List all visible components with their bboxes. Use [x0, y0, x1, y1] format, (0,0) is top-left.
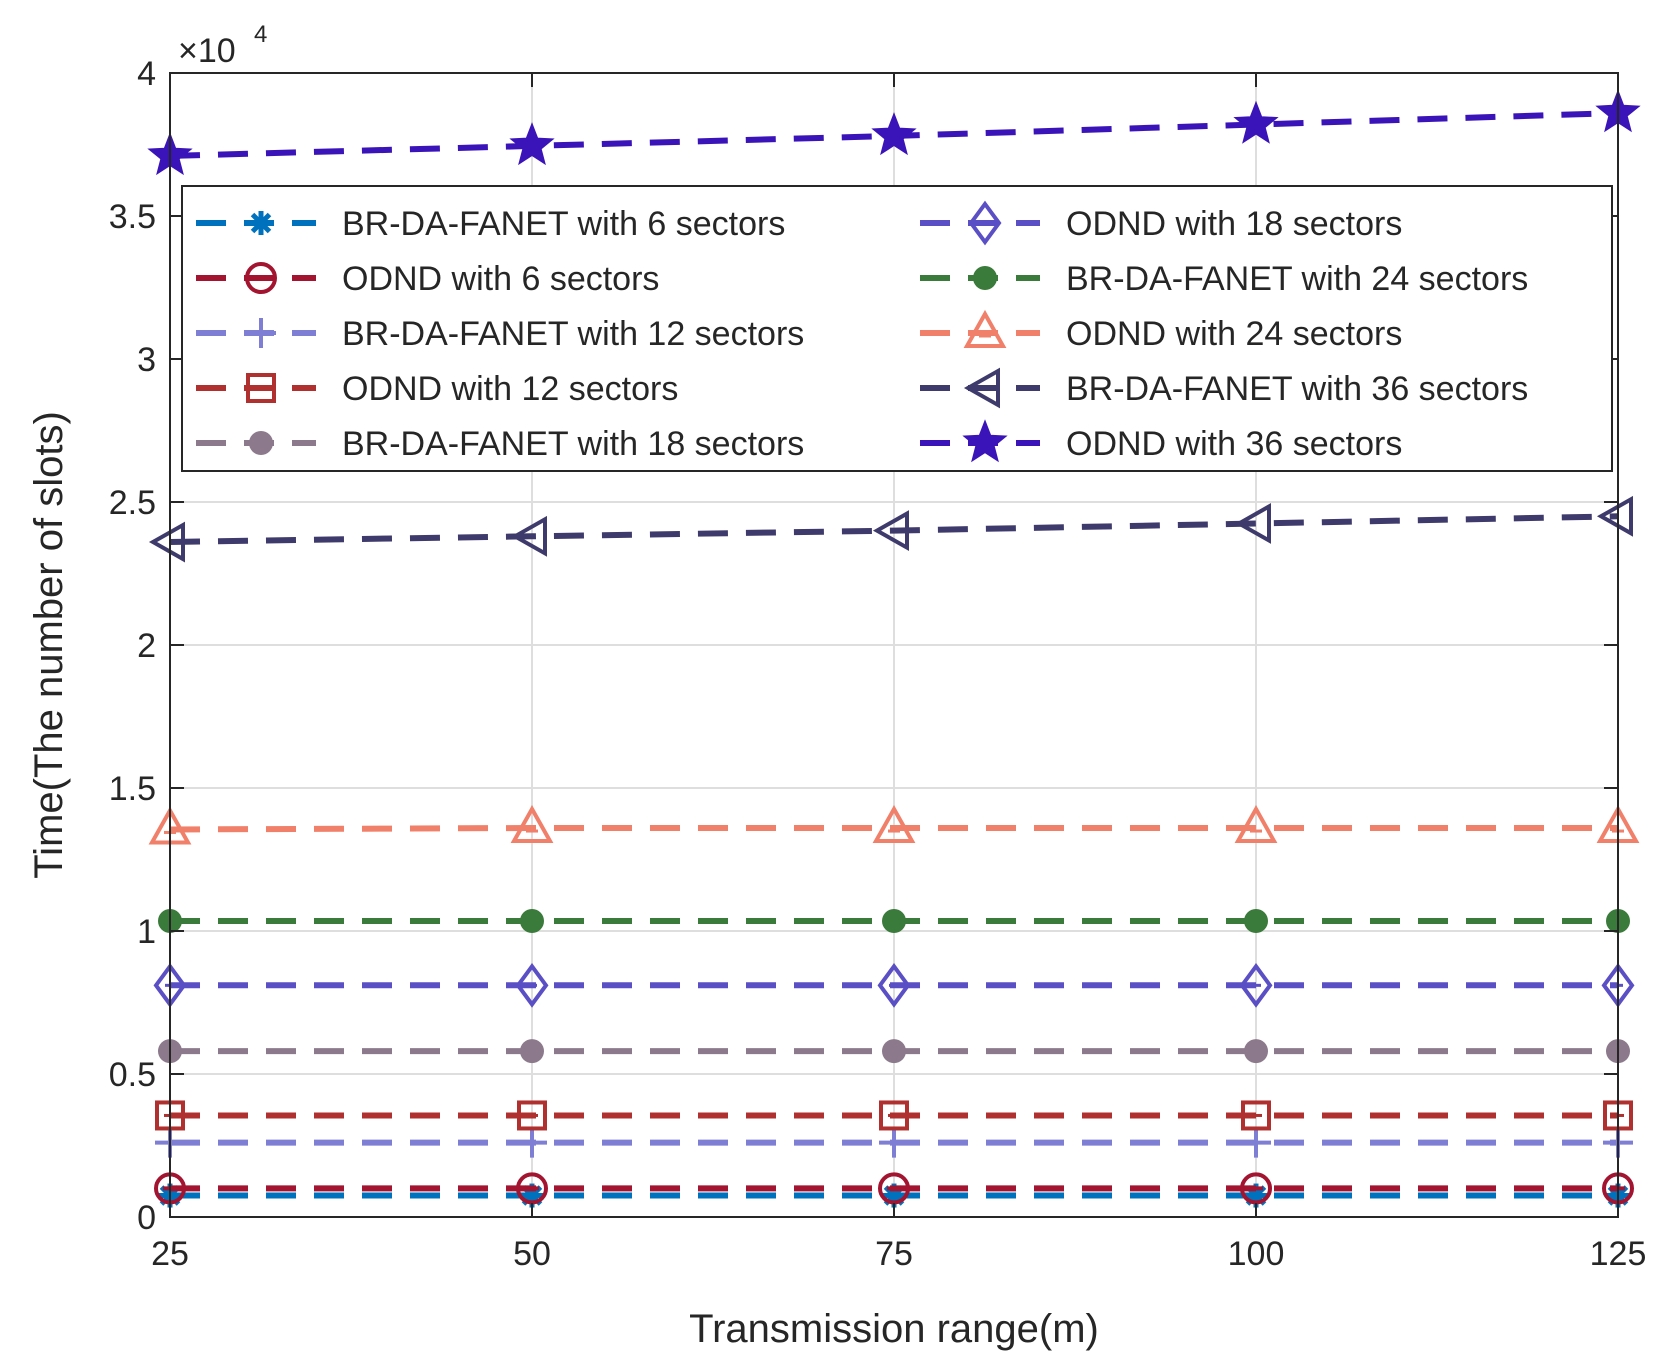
- data-point: [1234, 503, 1271, 544]
- data-point: [520, 1039, 544, 1064]
- legend-label: BR-DA-FANET with 6 sectors: [342, 205, 785, 243]
- legend-label: ODND with 18 sectors: [1066, 205, 1402, 243]
- legend-entry: BR-DA-FANET with 6 sectors: [196, 205, 785, 243]
- x-tick-label: 50: [513, 1235, 551, 1273]
- y-tick-label: 4: [137, 55, 156, 93]
- plot-series: [147, 89, 1641, 1208]
- y-tick-label: 1: [137, 913, 156, 951]
- legend-marker: [963, 367, 1000, 409]
- data-point: [148, 521, 185, 563]
- legend-entry: BR-DA-FANET with 12 sectors: [196, 315, 804, 353]
- series-5: [153, 962, 1635, 1008]
- legend-marker: [962, 419, 1008, 463]
- data-point: [1233, 100, 1279, 144]
- y-tick-label: 0: [137, 1199, 156, 1237]
- series-4: [158, 1039, 1630, 1064]
- data-point: [872, 510, 909, 552]
- legend-entry: BR-DA-FANET with 18 sectors: [196, 425, 804, 463]
- legend-label: BR-DA-FANET with 12 sectors: [342, 315, 804, 353]
- legend-marker: [963, 309, 1007, 348]
- y-tick-label: 0.5: [109, 1056, 156, 1094]
- legend-entry: ODND with 12 sectors: [196, 370, 678, 408]
- y-multiplier-exponent: 4: [254, 21, 267, 48]
- legend-entry: ODND with 24 sectors: [920, 309, 1402, 353]
- y-multiplier: ×10 4: [178, 21, 267, 70]
- legend-entry: BR-DA-FANET with 36 sectors: [920, 367, 1528, 409]
- legend-entry: ODND with 18 sectors: [920, 200, 1402, 246]
- data-point: [879, 1127, 909, 1158]
- legend-label: ODND with 12 sectors: [342, 370, 678, 408]
- data-point: [1244, 908, 1268, 933]
- series-line: [169, 513, 1619, 545]
- data-point: [515, 962, 549, 1008]
- y-multiplier-label: ×10: [178, 32, 236, 70]
- x-tick-label: 25: [151, 1235, 189, 1273]
- series-line: [169, 825, 1618, 833]
- data-point: [1234, 804, 1278, 844]
- x-tick-label: 100: [1228, 1235, 1285, 1273]
- legend-marker: [968, 200, 1002, 246]
- data-point: [879, 1100, 909, 1131]
- legend-marker: [973, 266, 997, 290]
- data-point: [1241, 1127, 1271, 1158]
- data-point: [516, 1172, 548, 1205]
- data-point: [882, 908, 906, 933]
- data-point: [872, 804, 916, 844]
- y-tick-label: 2: [137, 627, 156, 665]
- data-point: [510, 515, 547, 557]
- series-6: [158, 908, 1630, 933]
- legend-label: ODND with 36 sectors: [1066, 425, 1402, 463]
- data-point: [1240, 1172, 1272, 1205]
- data-point: [878, 1172, 910, 1205]
- legend-label: BR-DA-FANET with 18 sectors: [342, 425, 804, 463]
- data-point: [877, 962, 911, 1008]
- axis-ticks: 25 50 75 100 125 0 0.5 1 1.5 2 2.5 3 3.5 4: [109, 55, 1647, 1273]
- y-tick-label: 3.5: [109, 198, 156, 236]
- data-point: [1596, 495, 1633, 537]
- x-axis-title: Transmission range(m): [689, 1307, 1099, 1351]
- legend-label: ODND with 24 sectors: [1066, 315, 1402, 353]
- legend-entry: ODND with 36 sectors: [920, 419, 1402, 463]
- y-axis-title: Time(The number of slots): [27, 411, 71, 879]
- legend-marker: [245, 262, 277, 294]
- legend-marker: [249, 211, 273, 235]
- legend: BR-DA-FANET with 6 sectors ODND with 6 se…: [181, 185, 1613, 472]
- x-tick-label: 75: [875, 1235, 913, 1273]
- legend-label: BR-DA-FANET with 36 sectors: [1066, 370, 1528, 408]
- series-8: [148, 495, 1633, 563]
- x-tick-label: 125: [1590, 1235, 1647, 1273]
- data-point: [510, 804, 554, 844]
- data-point: [520, 908, 544, 933]
- legend-entry: BR-DA-FANET with 24 sectors: [920, 260, 1528, 298]
- legend-marker: [246, 318, 276, 348]
- legend-entry: ODND with 6 sectors: [196, 260, 659, 298]
- data-point: [517, 1127, 547, 1158]
- data-point: [1239, 962, 1273, 1008]
- legend-label: ODND with 6 sectors: [342, 260, 659, 298]
- legend-label: BR-DA-FANET with 24 sectors: [1066, 260, 1528, 298]
- data-point: [882, 1039, 906, 1064]
- data-point: [1241, 1100, 1271, 1131]
- legend-box: [181, 185, 1613, 472]
- y-tick-label: 1.5: [109, 770, 156, 808]
- y-tick-label: 3: [137, 341, 156, 379]
- data-point: [871, 112, 917, 156]
- y-tick-label: 2.5: [109, 484, 156, 522]
- legend-marker: [249, 431, 273, 455]
- data-point: [509, 122, 555, 166]
- data-point: [1244, 1039, 1268, 1064]
- data-point: [517, 1100, 547, 1131]
- legend-marker: [246, 373, 276, 403]
